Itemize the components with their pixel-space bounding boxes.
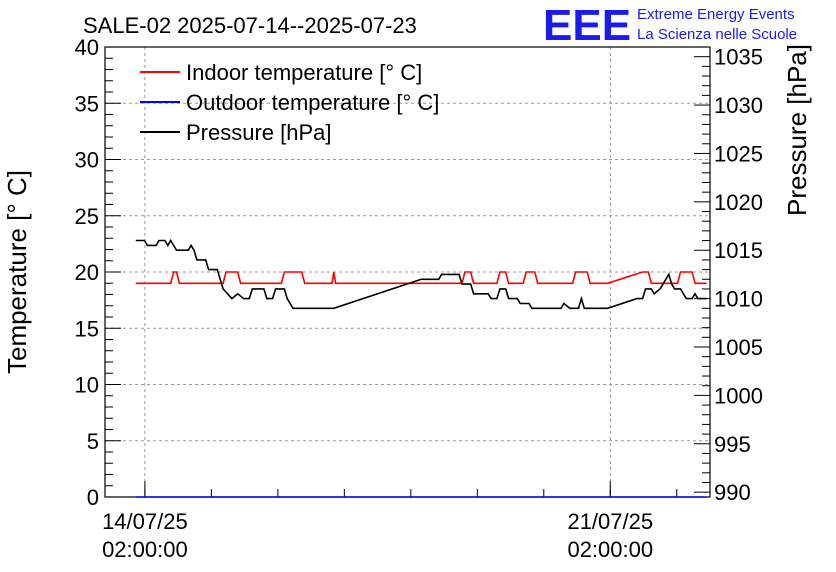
logo-mark: EEE (543, 1, 631, 50)
x-tick-label-date: 21/07/25 (567, 509, 653, 534)
legend: Indoor temperature [° C] Outdoor tempera… (140, 60, 439, 145)
y2-tick-label: 1025 (714, 141, 763, 166)
eee-logo: EEE Extreme Energy Events La Scienza nel… (543, 1, 797, 50)
y2-tick-label: 1000 (714, 383, 763, 408)
grid (105, 47, 710, 497)
legend-label-indoor: Indoor temperature [° C] (186, 60, 422, 85)
series (135, 238, 707, 498)
y-axis-label: Temperature [° C] (2, 170, 32, 374)
y-tick-label: 0 (87, 485, 99, 510)
y2-tick-label: 1015 (714, 238, 763, 263)
series-line-0 (135, 271, 707, 285)
y2-axis-label: Pressure [hPa] (782, 44, 812, 216)
logo-line-1: Extreme Energy Events (637, 6, 795, 23)
y2-tick-label: 995 (714, 432, 751, 457)
y2-tick-label: 990 (714, 480, 751, 505)
y-tick-label: 25 (75, 204, 99, 229)
y2-tick-label: 1010 (714, 287, 763, 312)
axis-ticks: 0510152025303540990995100010051010101510… (75, 35, 763, 562)
x-tick-label-date: 14/07/25 (102, 509, 188, 534)
legend-label-pressure: Pressure [hPa] (186, 120, 332, 145)
y2-tick-label: 1035 (714, 45, 763, 70)
logo-line-2: La Scienza nelle Scuole (637, 26, 797, 43)
series-line-2 (135, 238, 707, 310)
y2-tick-label: 1020 (714, 190, 763, 215)
y2-tick-label: 1005 (714, 335, 763, 360)
y2-tick-label: 1030 (714, 93, 763, 118)
x-tick-label-time: 02:00:00 (102, 537, 188, 562)
y-tick-label: 35 (75, 91, 99, 116)
chart-title: SALE-02 2025-07-14--2025-07-23 (83, 13, 417, 38)
legend-label-outdoor: Outdoor temperature [° C] (186, 90, 439, 115)
y-tick-label: 5 (87, 429, 99, 454)
x-tick-label-time: 02:00:00 (567, 537, 653, 562)
y-tick-label: 10 (75, 373, 99, 398)
y-tick-label: 15 (75, 316, 99, 341)
y-tick-label: 20 (75, 260, 99, 285)
y-tick-label: 30 (75, 148, 99, 173)
y-tick-label: 40 (75, 35, 99, 60)
